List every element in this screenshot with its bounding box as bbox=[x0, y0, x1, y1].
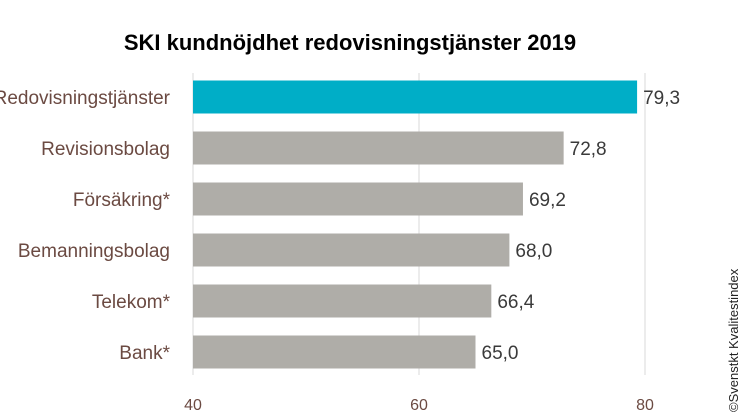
x-tick-label: 60 bbox=[410, 397, 428, 414]
bar-4 bbox=[193, 284, 492, 318]
value-label: 66,4 bbox=[497, 292, 534, 313]
category-label: Revisionsbolag bbox=[41, 139, 170, 160]
value-label: 72,8 bbox=[570, 139, 607, 160]
bar-5 bbox=[193, 335, 476, 369]
tick-layer: 40 60 80 bbox=[184, 397, 654, 414]
value-label: 65,0 bbox=[482, 343, 519, 364]
chart-title: SKI kundnöjdhet redovisningstjänster 201… bbox=[124, 30, 576, 55]
grid-layer bbox=[192, 73, 646, 375]
bar-3 bbox=[193, 233, 510, 267]
value-label: 68,0 bbox=[515, 241, 552, 262]
value-label: 69,2 bbox=[529, 190, 566, 211]
label-layer: Redovisningstjänster 79,3 Revisionsbolag 72… bbox=[0, 88, 680, 364]
x-tick-label: 80 bbox=[636, 397, 654, 414]
category-label: Redovisningstjänster bbox=[0, 88, 171, 109]
x-tick-label: 40 bbox=[184, 397, 202, 414]
bar-2 bbox=[193, 182, 523, 216]
value-label: 79,3 bbox=[643, 88, 680, 109]
category-label: Bank* bbox=[119, 343, 170, 364]
category-label: Försäkring* bbox=[73, 190, 171, 211]
category-label: Telekom* bbox=[92, 292, 171, 313]
copyright-credit: ©Svenstkt Kvalitestindex bbox=[726, 268, 741, 412]
bar-0 bbox=[193, 80, 638, 114]
bar-layer bbox=[193, 80, 638, 369]
category-label: Bemanningsbolag bbox=[18, 241, 170, 262]
bar-1 bbox=[193, 131, 564, 165]
